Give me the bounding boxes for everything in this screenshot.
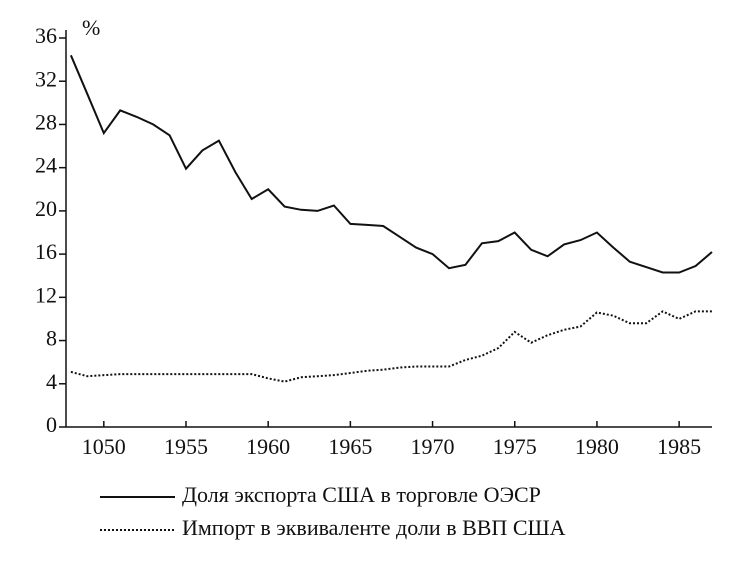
x-tick-label: 1955	[164, 434, 208, 459]
x-tick-label: 1970	[411, 434, 455, 459]
y-tick-label: 16	[35, 239, 57, 264]
y-tick-label: 0	[46, 412, 57, 437]
x-tick-label: 1975	[493, 434, 537, 459]
x-tick-label: 1980	[575, 434, 619, 459]
y-unit: %	[82, 15, 100, 40]
legend-label: Импорт в эквиваленте доли в ВВП США	[182, 515, 566, 540]
y-tick-label: 4	[46, 369, 57, 394]
y-tick-label: 36	[35, 23, 57, 48]
y-tick-label: 12	[35, 282, 57, 307]
x-tick-label: 1050	[82, 434, 126, 459]
y-tick-label: 32	[35, 66, 57, 91]
y-tick-label: 8	[46, 326, 57, 351]
y-tick-label: 20	[35, 196, 57, 221]
y-tick-label: 28	[35, 109, 57, 134]
series-line	[70, 310, 712, 383]
x-tick-label: 1960	[246, 434, 290, 459]
x-tick-label: 1985	[657, 434, 701, 459]
series-line	[69, 54, 713, 274]
x-tick-label: 1965	[328, 434, 372, 459]
y-tick-label: 24	[35, 153, 57, 178]
legend-label: Доля экспорта США в торговле ОЭСР	[182, 482, 541, 507]
